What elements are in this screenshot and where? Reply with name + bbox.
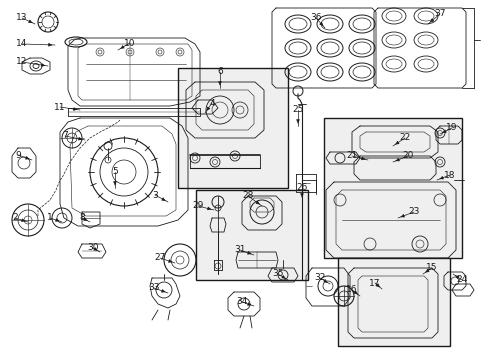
Text: 11: 11 bbox=[54, 103, 65, 112]
Bar bbox=[178, 68, 287, 188]
Text: 3: 3 bbox=[152, 190, 158, 199]
Text: 7: 7 bbox=[62, 131, 68, 140]
Text: 2: 2 bbox=[12, 213, 18, 222]
Text: 26: 26 bbox=[296, 184, 307, 193]
Text: 34: 34 bbox=[236, 297, 247, 306]
Text: 10: 10 bbox=[124, 39, 136, 48]
Text: 36: 36 bbox=[309, 13, 321, 22]
Text: 13: 13 bbox=[16, 13, 28, 22]
Text: 20: 20 bbox=[402, 152, 413, 161]
Text: 33: 33 bbox=[148, 284, 160, 292]
Text: 24: 24 bbox=[455, 275, 467, 284]
Text: 32: 32 bbox=[314, 274, 325, 283]
Text: 29: 29 bbox=[192, 202, 203, 211]
Text: 22: 22 bbox=[399, 134, 410, 143]
Text: 28: 28 bbox=[242, 192, 253, 201]
Text: 18: 18 bbox=[443, 171, 455, 180]
Bar bbox=[337, 258, 449, 346]
Text: 27: 27 bbox=[154, 253, 165, 262]
Text: 37: 37 bbox=[433, 9, 445, 18]
Text: 19: 19 bbox=[446, 123, 457, 132]
Text: 1: 1 bbox=[47, 213, 53, 222]
Text: 5: 5 bbox=[112, 167, 118, 176]
Text: 16: 16 bbox=[346, 285, 357, 294]
Text: 4: 4 bbox=[209, 99, 214, 108]
Text: 8: 8 bbox=[79, 213, 85, 222]
Text: 30: 30 bbox=[87, 243, 99, 252]
Text: 15: 15 bbox=[426, 264, 437, 273]
Text: 14: 14 bbox=[16, 40, 28, 49]
Bar bbox=[196, 190, 307, 280]
Text: 6: 6 bbox=[217, 68, 223, 77]
Text: 21: 21 bbox=[346, 152, 357, 161]
Text: 23: 23 bbox=[407, 207, 419, 216]
Text: 25: 25 bbox=[292, 105, 303, 114]
Text: 9: 9 bbox=[15, 150, 21, 159]
Text: 12: 12 bbox=[16, 58, 28, 67]
Bar bbox=[324, 118, 461, 258]
Text: 31: 31 bbox=[234, 246, 245, 255]
Text: 17: 17 bbox=[368, 279, 380, 288]
Text: 35: 35 bbox=[272, 270, 283, 279]
